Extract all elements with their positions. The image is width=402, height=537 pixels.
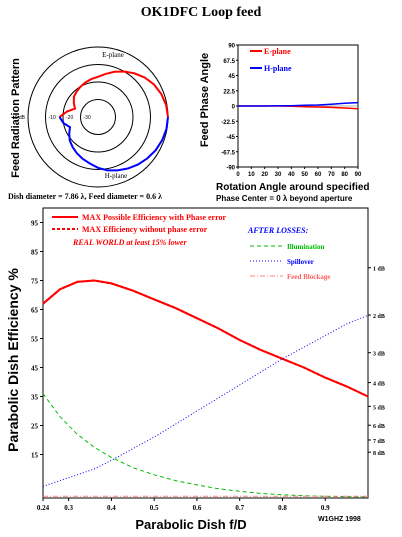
polar-series-e-plane bbox=[58, 70, 169, 118]
phase-ylabel: Feed Phase Angle bbox=[199, 53, 211, 147]
legend-losses-title: AFTER LOSSES: bbox=[247, 226, 309, 235]
loss-db-label: 4 dB bbox=[373, 382, 385, 388]
efficiency-chart: Parabolic Dish Efficiency % 15 25 35 45 55 65… bbox=[5, 207, 385, 532]
phase-series-h-plane bbox=[238, 101, 359, 107]
polar-ring-label: -20 bbox=[66, 115, 73, 121]
phase-xtick-label: 80 bbox=[341, 172, 348, 178]
phase-legend-e: E-plane bbox=[264, 47, 291, 56]
efficiency-ytick-label: 35 bbox=[31, 394, 39, 402]
phase-xlabel: Rotation Angle around specified bbox=[216, 182, 370, 193]
phase-ytick-label: 45 bbox=[228, 74, 235, 80]
polar-ring-label: -30 bbox=[84, 115, 91, 121]
efficiency-ytick-label: 45 bbox=[31, 365, 39, 373]
phase-xtick-label: 90 bbox=[355, 172, 362, 178]
phase-chart: Feed Phase Angle 90 67.5 45 22.5 0 -22.5 -45 -6… bbox=[199, 44, 370, 204]
loss-db-label: 3 dB bbox=[373, 352, 385, 358]
phase-ytick-label: -22.5 bbox=[221, 120, 235, 126]
efficiency-xlabel: Parabolic Dish f/D bbox=[135, 517, 246, 532]
efficiency-ytick-label: 85 bbox=[31, 249, 39, 257]
efficiency-xtick-label: 0.5 bbox=[150, 504, 159, 512]
phase-ytick-label: 67.5 bbox=[223, 59, 235, 65]
efficiency-ytick-label: 15 bbox=[31, 452, 39, 460]
phase-xtick-label: 30 bbox=[275, 172, 282, 178]
loss-db-label: 6 dB bbox=[373, 424, 385, 430]
efficiency-axes: 15 25 35 45 55 65 75 85 95 0.24 0.3 0.4 0.5 0.6 0.7 0.8… bbox=[31, 207, 385, 512]
loss-db-label: 5 dB bbox=[373, 405, 385, 411]
phase-ytick-label: 90 bbox=[228, 44, 235, 50]
legend-spillover: Spillover bbox=[287, 258, 314, 266]
phase-legend-h: H-plane bbox=[264, 64, 292, 73]
polar-series bbox=[58, 70, 169, 172]
legend-max-phase: MAX Possible Efficiency with Phase error bbox=[82, 213, 226, 222]
efficiency-series-illumination bbox=[42, 393, 369, 498]
dish-note: Dish diameter = 7.86 λ, Feed diameter = … bbox=[8, 192, 162, 201]
polar-ylabel: Feed Radiation Pattern bbox=[10, 58, 22, 178]
polar-ring-label: 0 dB bbox=[15, 115, 26, 121]
efficiency-xtick-label: 0.6 bbox=[193, 504, 202, 512]
loss-db-label: 8 dB bbox=[373, 451, 385, 457]
polar-ring bbox=[45, 64, 151, 170]
efficiency-series bbox=[42, 279, 369, 498]
efficiency-series-max-phase bbox=[42, 279, 369, 398]
polar-ring bbox=[62, 81, 134, 153]
efficiency-series-spillover bbox=[42, 314, 369, 487]
polar-ring-label: -10 bbox=[49, 115, 56, 121]
efficiency-ytick-label: 55 bbox=[31, 336, 39, 344]
efficiency-ytick-label: 75 bbox=[31, 278, 39, 286]
efficiency-xtick-label: 0.24 bbox=[37, 504, 50, 512]
efficiency-xtick-label: 0.4 bbox=[107, 504, 116, 512]
phase-xtick-label: 40 bbox=[288, 172, 295, 178]
efficiency-xtick-label: 0.9 bbox=[321, 504, 330, 512]
credit: W1GHZ 1998 bbox=[318, 516, 361, 523]
efficiency-legend: MAX Possible Efficiency with Phase error… bbox=[52, 213, 330, 281]
phase-xtick-label: 20 bbox=[261, 172, 268, 178]
polar-chart: Feed Radiation Pattern 0 dB -10 -20 -30 E-p… bbox=[10, 46, 169, 188]
phase-ytick-label: 0 bbox=[232, 105, 236, 111]
phase-ytick-label: -67.5 bbox=[221, 150, 235, 156]
legend-illumination: Illumination bbox=[287, 243, 324, 251]
efficiency-ytick-label: 65 bbox=[31, 307, 39, 315]
phase-note: Phase Center = 0 λ beyond aperture bbox=[216, 194, 353, 203]
efficiency-series-max-nophase bbox=[42, 279, 369, 398]
phase-xtick-label: 0 bbox=[236, 172, 240, 178]
legend-max-nophase: MAX Efficiency without phase error bbox=[82, 225, 208, 234]
efficiency-ylabel: Parabolic Dish Efficiency % bbox=[5, 268, 21, 452]
legend-feed-blockage: Feed Blockage bbox=[287, 273, 330, 281]
phase-xtick-label: 60 bbox=[315, 172, 322, 178]
loss-db-label: 2 dB bbox=[373, 314, 385, 320]
phase-xtick-label: 50 bbox=[301, 172, 308, 178]
phase-xtick-label: 70 bbox=[328, 172, 335, 178]
polar-ring bbox=[80, 99, 116, 135]
efficiency-xtick-label: 0.7 bbox=[235, 504, 244, 512]
polar-grid: 0 dB -10 -20 -30 bbox=[15, 46, 169, 188]
efficiency-ytick-label: 95 bbox=[31, 220, 39, 228]
loss-db-label: 7 dB bbox=[373, 439, 385, 445]
legend-real-world: REAL WORLD at least 15% lower bbox=[72, 238, 187, 247]
efficiency-xtick-label: 0.8 bbox=[278, 504, 287, 512]
efficiency-plot-frame bbox=[42, 207, 369, 499]
e-plane-label: E-plane bbox=[102, 51, 124, 59]
phase-series bbox=[238, 101, 359, 110]
phase-ytick-label: 22.5 bbox=[223, 89, 235, 95]
efficiency-xtick-label: 0.3 bbox=[64, 504, 73, 512]
phase-xtick-label: 10 bbox=[248, 172, 255, 178]
h-plane-label: H-plane bbox=[105, 172, 128, 180]
phase-ytick-label: -45 bbox=[226, 135, 235, 141]
phase-legend: E-plane H-plane bbox=[250, 47, 292, 73]
phase-ytick-label: -90 bbox=[226, 166, 235, 172]
polar-series-h-plane bbox=[58, 116, 169, 172]
loss-db-label: 1 dB bbox=[373, 267, 385, 273]
figure-title: OK1DFC Loop feed bbox=[141, 5, 262, 20]
efficiency-ytick-label: 25 bbox=[31, 423, 39, 431]
